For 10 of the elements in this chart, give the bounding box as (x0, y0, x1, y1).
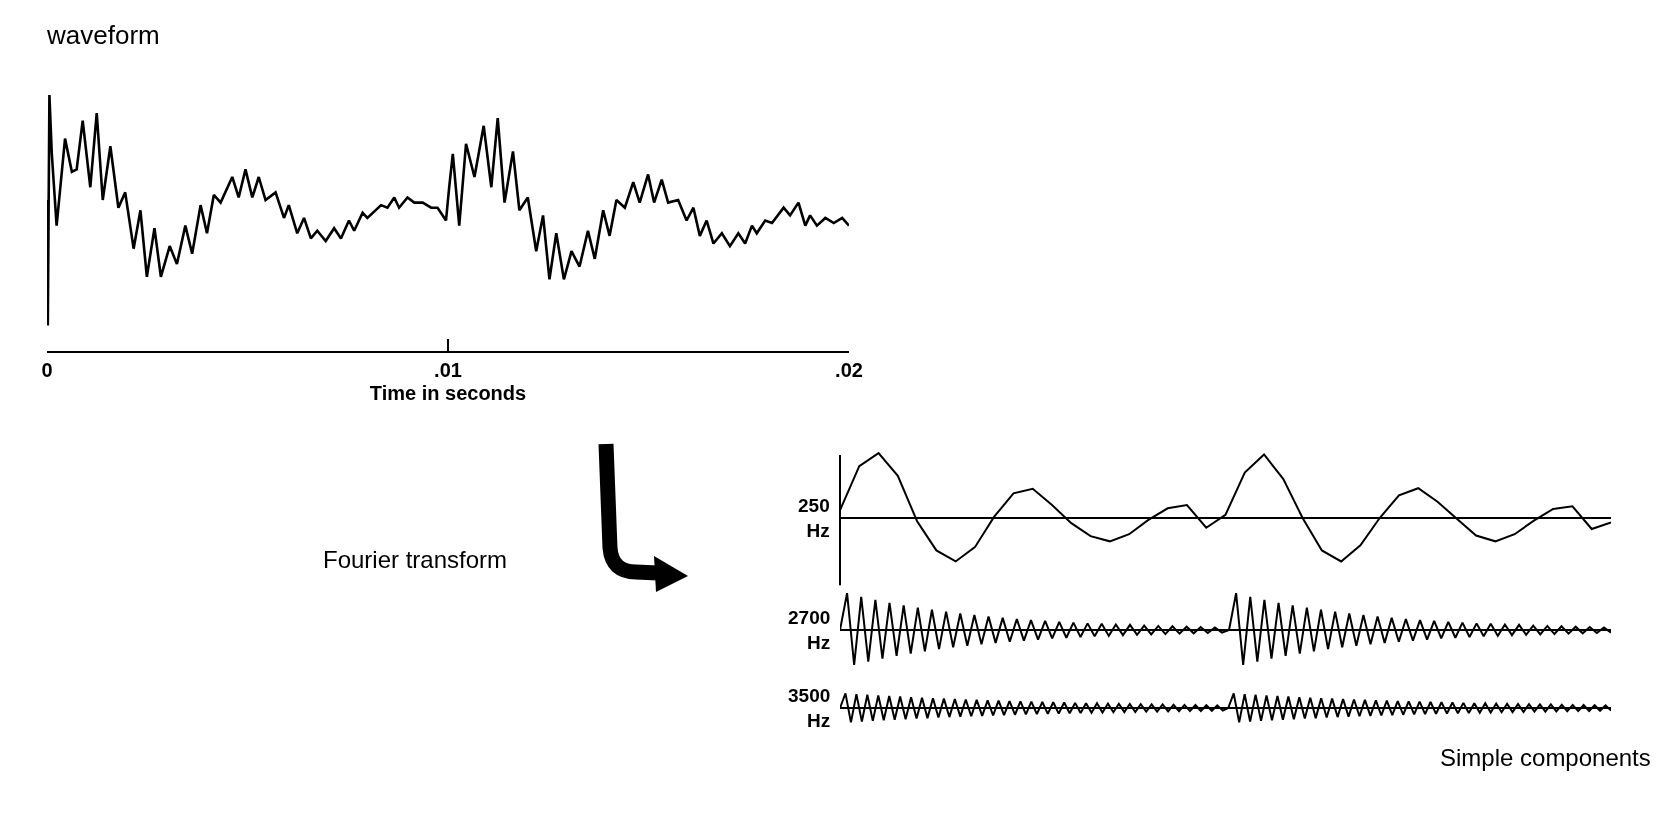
y-axis-title: 3500 Hz (788, 685, 831, 731)
y-axis-title: 250 Hz (798, 495, 830, 541)
x-tick-label: 0 (41, 359, 53, 381)
text: Fourier transform (323, 546, 508, 573)
chart-title: waveform (46, 20, 160, 51)
x-tick-label: .01 (434, 359, 462, 381)
x-tick-label: .02 (835, 359, 863, 381)
y-axis-title: 2700 Hz (788, 607, 831, 653)
text: Simple components (1440, 744, 1651, 771)
x-axis-title: Time in seconds (369, 382, 527, 404)
